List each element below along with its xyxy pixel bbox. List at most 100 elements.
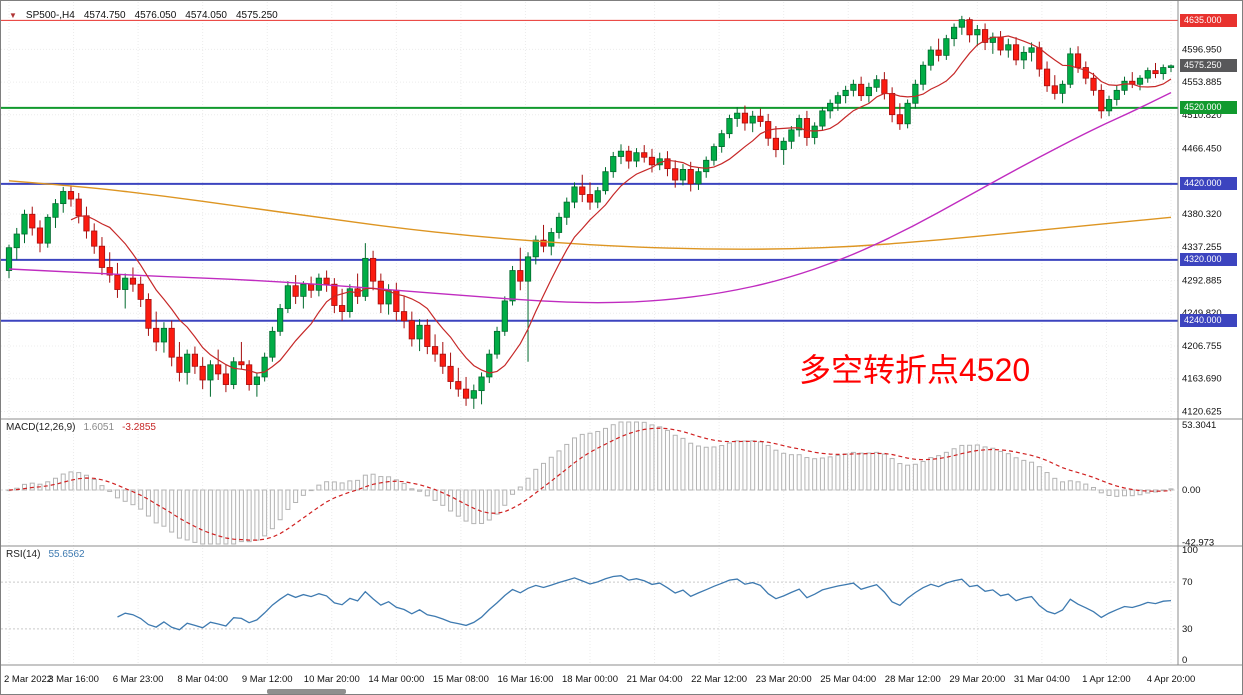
candle-body xyxy=(377,280,384,305)
candle-body xyxy=(617,150,625,157)
candle-body xyxy=(974,29,981,36)
candle-body xyxy=(834,95,841,104)
macd-histogram-bar xyxy=(246,489,252,543)
candle-body xyxy=(222,373,230,385)
macd-histogram-bar xyxy=(285,489,291,510)
candle-body xyxy=(300,283,307,297)
candle-body xyxy=(1152,70,1159,75)
candle-body xyxy=(648,156,656,166)
macd-histogram-bar xyxy=(781,452,787,491)
macd-histogram-bar xyxy=(912,463,918,491)
macd-histogram-bar xyxy=(238,489,244,543)
macd-histogram-bar xyxy=(510,489,516,495)
horizontal-scrollbar-thumb[interactable] xyxy=(267,689,346,694)
price-tick-label: 4120.625 xyxy=(1182,406,1222,417)
rsi-line xyxy=(117,575,1172,631)
candle-body xyxy=(664,158,671,170)
annotation-text[interactable]: 多空转折点4520 xyxy=(799,352,1031,388)
candle-body xyxy=(579,186,586,195)
macd-histogram-bar xyxy=(409,488,415,491)
time-axis-label: 10 Mar 20:00 xyxy=(304,674,360,685)
macd-histogram-bar xyxy=(541,462,547,491)
macd-histogram-bar xyxy=(812,458,818,491)
candle-body xyxy=(501,300,508,332)
macd-histogram-bar xyxy=(176,489,182,539)
candle-body xyxy=(114,274,121,290)
rsi-value: 55.6562 xyxy=(48,549,85,560)
macd-histogram-bar xyxy=(29,482,35,491)
macd-histogram-bar xyxy=(1029,461,1035,491)
candle-body xyxy=(424,324,431,347)
macd-histogram-bar xyxy=(572,437,578,491)
macd-histogram-bar xyxy=(1137,489,1143,496)
candle-body xyxy=(339,305,346,312)
macd-histogram-bar xyxy=(83,474,89,491)
macd-histogram-bar xyxy=(788,454,794,491)
candle-body xyxy=(904,102,911,125)
macd-histogram-bar xyxy=(827,456,833,491)
candle-body xyxy=(1005,44,1012,51)
quote-close: 4575.250 xyxy=(236,10,278,21)
macd-name: MACD(12,26,9) xyxy=(6,422,76,433)
candle-body xyxy=(858,83,865,97)
candle-body xyxy=(369,257,377,282)
price-level-badge: 4420.000 xyxy=(1180,177,1237,191)
macd-histogram-bar xyxy=(21,483,27,491)
candle-body xyxy=(889,92,896,116)
candle-body xyxy=(726,118,733,135)
candle-body xyxy=(532,239,539,258)
candle-body xyxy=(741,112,749,124)
macd-histogram-bar xyxy=(386,476,392,491)
macd-histogram-bar xyxy=(99,485,105,491)
candle-body xyxy=(1036,47,1043,70)
candle-body xyxy=(13,233,20,249)
candle-body xyxy=(246,364,253,385)
price-tick-label: 4163.690 xyxy=(1182,374,1222,385)
macd-histogram-bar xyxy=(804,457,810,491)
candle-body xyxy=(734,112,741,119)
symbol-dropdown-icon[interactable]: ▼ xyxy=(9,10,17,20)
macd-histogram-bar xyxy=(347,480,353,491)
time-axis-label: 2 Mar 2022 xyxy=(4,674,52,685)
macd-histogram-bar xyxy=(819,457,825,491)
candle-body xyxy=(1144,70,1151,79)
time-axis-label: 18 Mar 00:00 xyxy=(562,674,618,685)
candle-body xyxy=(780,140,787,151)
candle-body xyxy=(881,79,888,94)
rsi-axis-label: 0 xyxy=(1182,655,1187,666)
macd-histogram-bar xyxy=(1129,489,1135,497)
candle-body xyxy=(703,159,710,173)
candle-body xyxy=(1136,77,1144,85)
candle-body xyxy=(672,168,679,181)
macd-histogram-bar xyxy=(633,421,639,491)
macd-histogram-bar xyxy=(951,448,957,491)
macd-histogram-bar xyxy=(316,484,322,491)
price-level-badge: 4575.250 xyxy=(1180,59,1237,73)
macd-histogram-bar xyxy=(130,489,136,506)
candle-body xyxy=(997,36,1004,51)
macd-histogram-bar xyxy=(494,489,500,515)
candle-body xyxy=(470,390,477,399)
macd-histogram-bar xyxy=(874,451,880,491)
macd-histogram-bar xyxy=(1075,481,1081,491)
macd-histogram-bar xyxy=(1067,480,1073,491)
macd-histogram-bar xyxy=(486,489,492,521)
candle-body xyxy=(819,110,826,127)
macd-histogram-bar xyxy=(114,489,120,499)
candle-body xyxy=(346,288,353,312)
rsi-axis-label: 100 xyxy=(1182,545,1198,556)
candle-body xyxy=(540,239,547,247)
macd-histogram-bar xyxy=(990,447,996,491)
macd-histogram-bar xyxy=(331,481,337,491)
macd-histogram-bar xyxy=(324,481,330,491)
price-level-badge: 4320.000 xyxy=(1180,253,1237,267)
candle-body xyxy=(431,346,439,355)
candle-body xyxy=(594,190,601,203)
macd-histogram-bar xyxy=(448,489,454,512)
price-level-badge: 4240.000 xyxy=(1180,314,1237,328)
macd-histogram-bar xyxy=(595,431,601,491)
macd-histogram-bar xyxy=(1114,489,1120,497)
candle-body xyxy=(718,133,725,148)
